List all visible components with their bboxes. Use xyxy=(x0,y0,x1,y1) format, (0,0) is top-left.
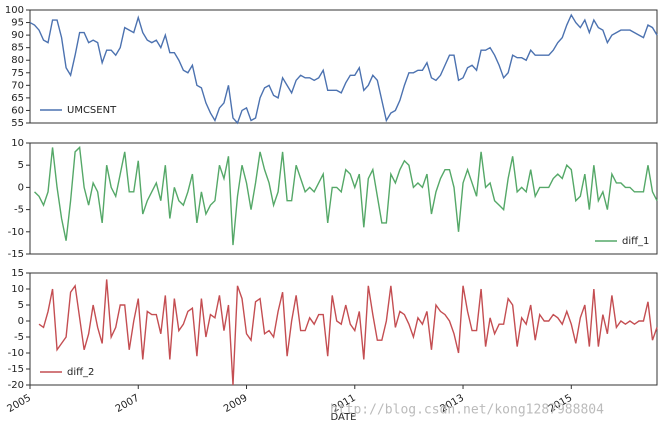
y-tick-label: 10 xyxy=(11,284,24,295)
y-tick-label: 15 xyxy=(11,268,24,279)
series-line xyxy=(29,13,658,125)
x-axis-label: DATE xyxy=(330,412,356,421)
y-tick-label: -20 xyxy=(8,380,24,391)
y-tick-label: 60 xyxy=(11,105,24,116)
y-tick-label: -5 xyxy=(14,205,24,216)
y-tick-label: 80 xyxy=(11,55,24,66)
y-tick-label: 0 xyxy=(18,182,24,193)
plot-frame xyxy=(29,142,658,255)
y-tick-label: 90 xyxy=(11,30,24,41)
y-tick-label: 10 xyxy=(11,138,24,149)
y-tick-label: 55 xyxy=(11,118,24,129)
y-tick-label: -5 xyxy=(14,332,24,343)
legend-label: diff_2 xyxy=(67,367,94,378)
watermark: http://blog.csdn.net/kong1287988804 xyxy=(330,403,604,418)
y-tick-label: 5 xyxy=(18,300,24,311)
plot-frame xyxy=(29,9,658,124)
x-tick-label: 2009 xyxy=(222,393,250,415)
plot-frame xyxy=(29,272,658,386)
series-line xyxy=(34,145,658,246)
y-tick-label: 85 xyxy=(11,43,24,54)
y-tick-label: -10 xyxy=(8,227,24,238)
x-tick-label: 2007 xyxy=(114,393,142,415)
y-tick-label: -15 xyxy=(8,249,24,260)
y-tick-label: -10 xyxy=(8,348,24,359)
legend-label: diff_1 xyxy=(622,236,649,247)
y-tick-label: 75 xyxy=(11,68,24,79)
legend-label: UMCSENT xyxy=(67,105,117,116)
y-tick-label: 0 xyxy=(18,316,24,327)
y-tick-label: 95 xyxy=(11,18,24,29)
y-tick-label: 5 xyxy=(18,160,24,171)
x-tick-label: 2005 xyxy=(5,393,33,415)
y-tick-label: -15 xyxy=(8,364,24,375)
series-line xyxy=(38,279,658,386)
y-tick-label: 100 xyxy=(5,5,24,16)
y-tick-label: 65 xyxy=(11,93,24,104)
y-tick-label: 70 xyxy=(11,80,24,91)
